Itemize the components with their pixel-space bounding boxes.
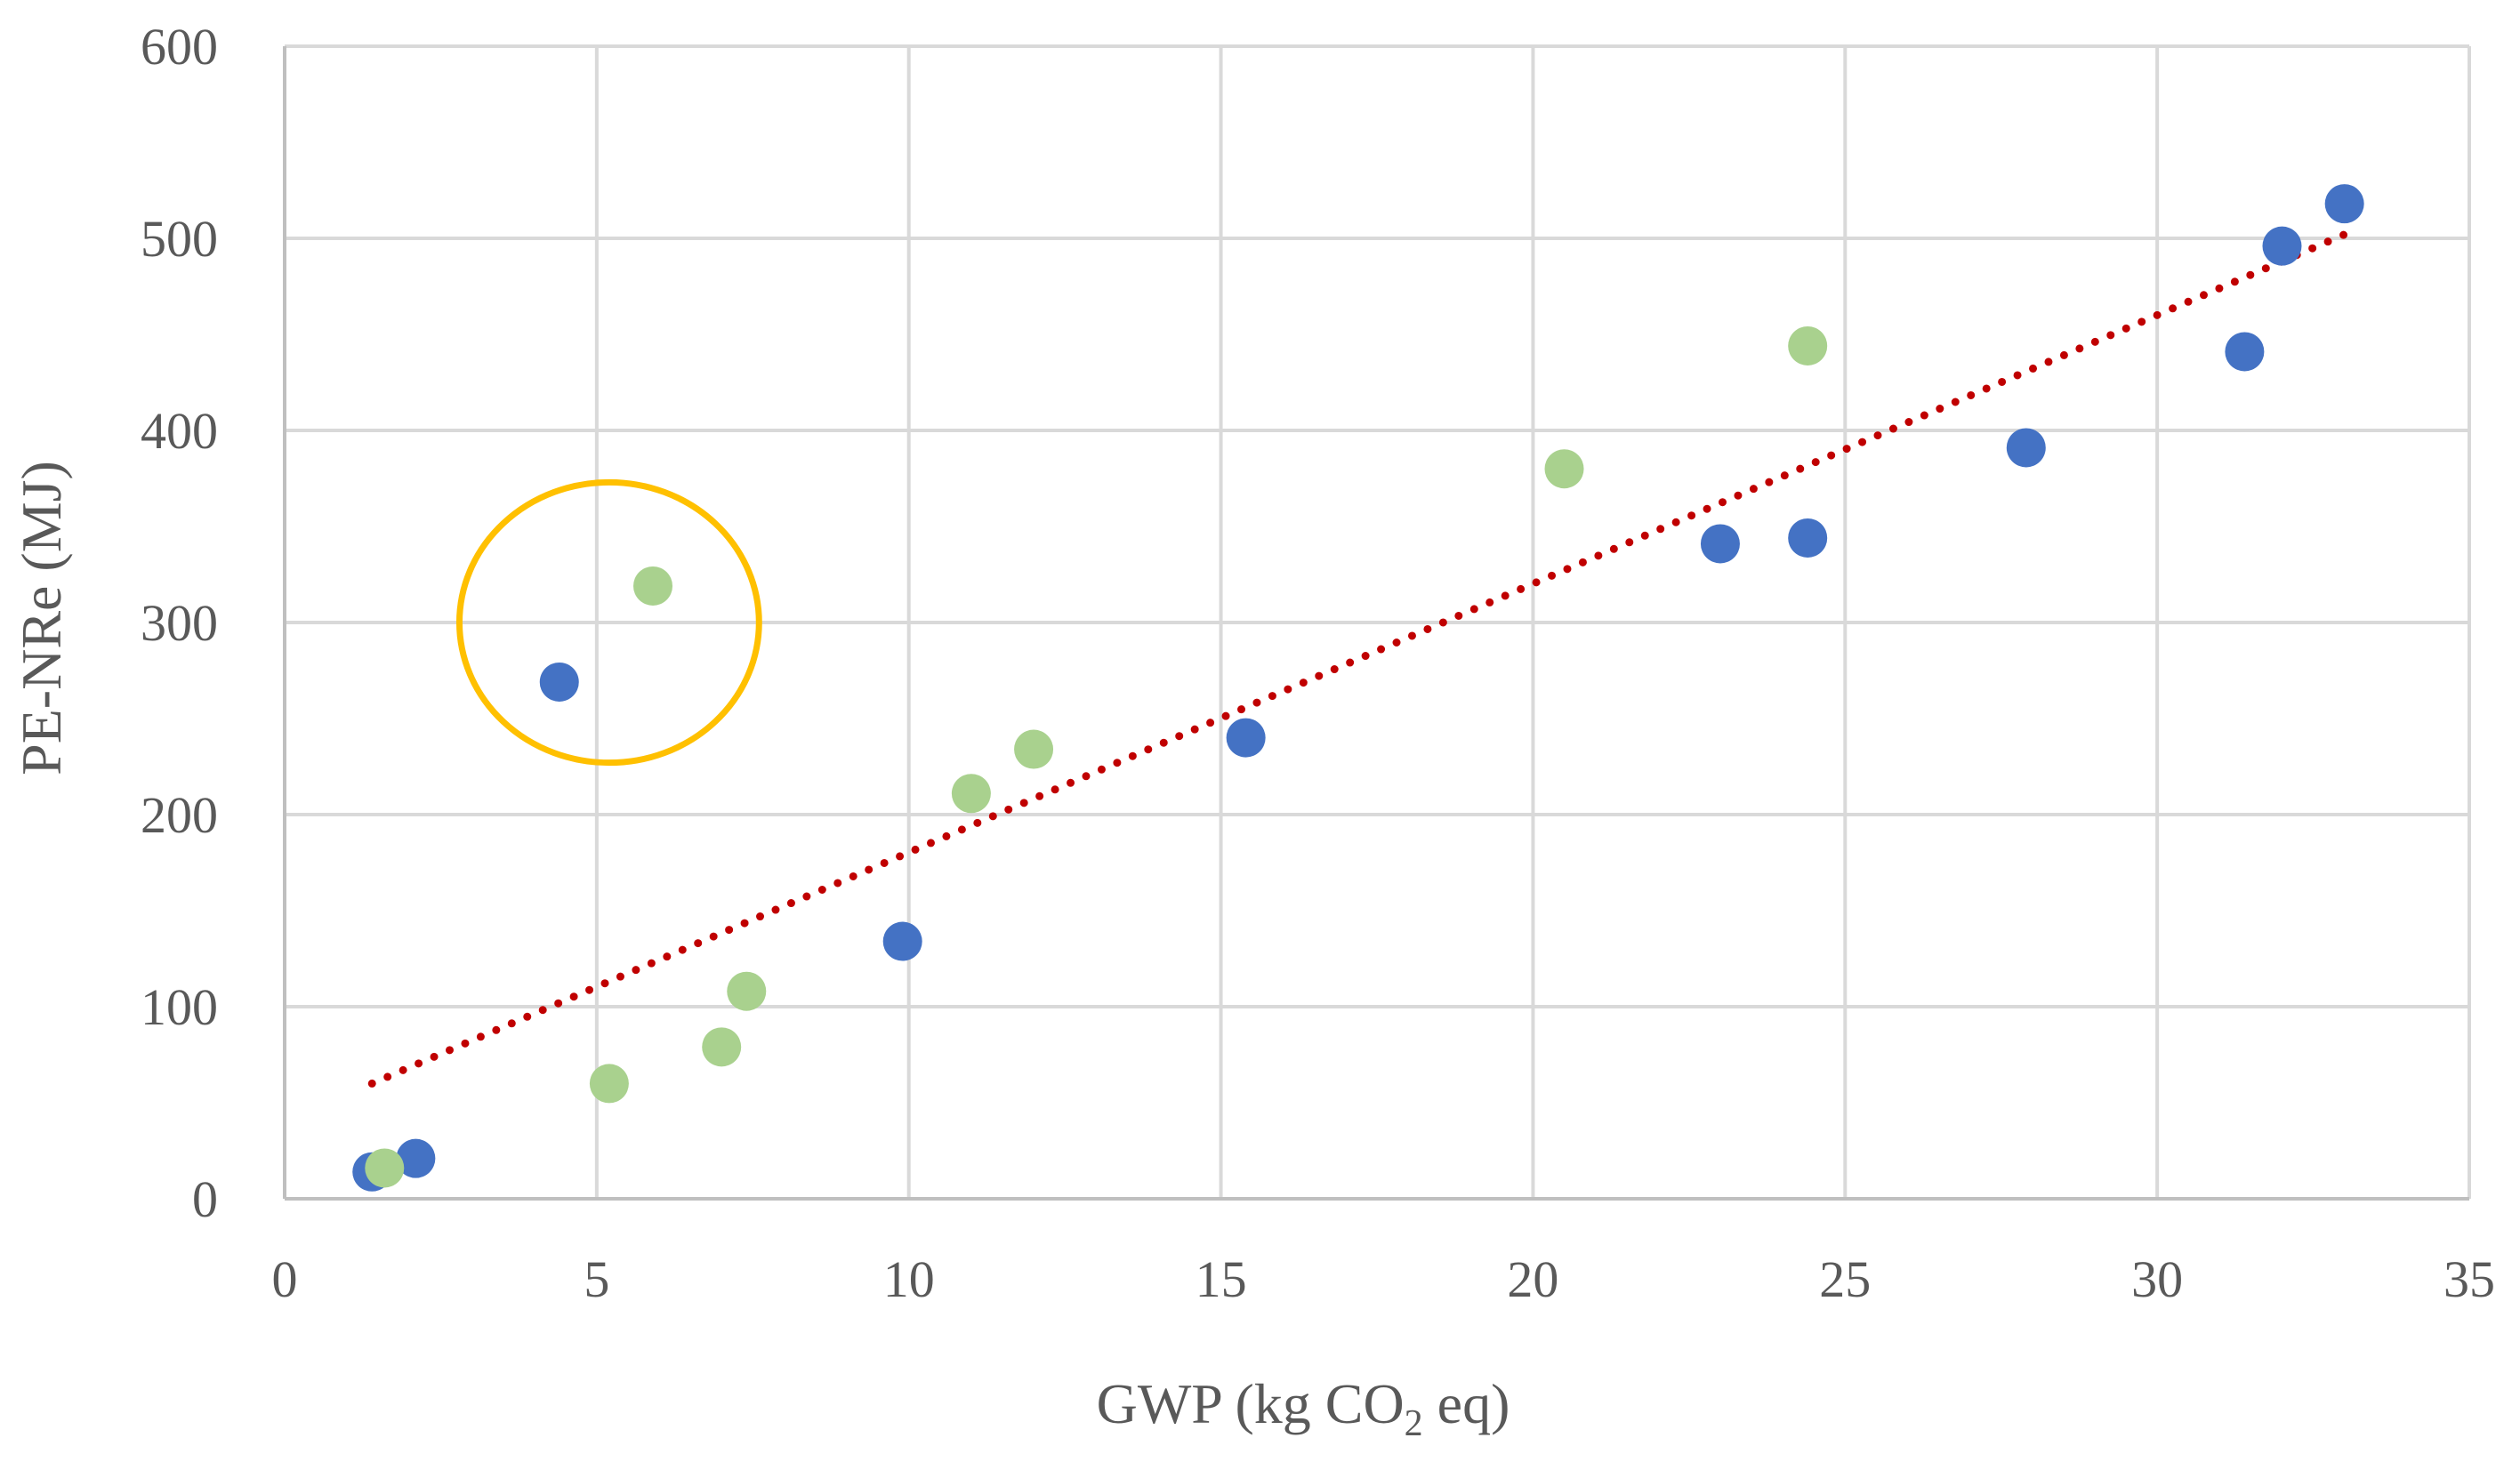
- data-point-blue: [2006, 428, 2046, 468]
- data-point-green: [951, 774, 991, 814]
- y-axis-title: PE-NRe (MJ): [10, 461, 73, 775]
- data-point-green: [727, 971, 767, 1011]
- data-point-green: [365, 1148, 405, 1188]
- data-point-green: [589, 1064, 629, 1104]
- x-axis-title-suffix: eq): [1423, 1372, 1510, 1435]
- x-tick-label: 0: [272, 1250, 298, 1308]
- trendline-group: [367, 230, 2349, 1088]
- x-tick-label: 30: [2131, 1250, 2183, 1308]
- data-point-blue: [1788, 518, 1828, 558]
- x-tick-label: 20: [1507, 1250, 1558, 1308]
- y-tick-label: 600: [141, 18, 218, 76]
- y-tick-label: 100: [141, 978, 218, 1036]
- data-point-blue: [2324, 184, 2364, 224]
- data-point-blue: [539, 662, 579, 702]
- y-tick-label: 500: [141, 210, 218, 268]
- data-point-blue: [1226, 718, 1266, 758]
- data-point-green: [702, 1027, 742, 1067]
- annotations: [455, 478, 762, 767]
- data-point-blue: [882, 921, 922, 961]
- x-tick-label: 10: [883, 1250, 935, 1308]
- y-tick-label: 200: [141, 786, 218, 844]
- x-tick-label: 35: [2444, 1250, 2495, 1308]
- x-axis-title: GWP (kg CO2 eq): [1097, 1372, 1510, 1444]
- data-point-green: [1014, 729, 1054, 769]
- y-tick-label: 300: [141, 594, 218, 652]
- x-axis-title-prefix: GWP (kg CO: [1097, 1372, 1405, 1435]
- x-tick-label: 25: [1819, 1250, 1871, 1308]
- trendline: [367, 230, 2349, 1088]
- data-point-blue: [2262, 226, 2302, 266]
- x-axis-title-subscript: 2: [1405, 1403, 1423, 1444]
- data-point-blue: [396, 1138, 436, 1178]
- data-point-green: [1544, 449, 1584, 489]
- highlight-ellipse: [455, 478, 762, 767]
- y-tick-label: 0: [192, 1170, 218, 1228]
- x-tick-label: 5: [584, 1250, 609, 1308]
- x-tick-labels: 0 5 10 15 20 25 30 35: [272, 1250, 2496, 1308]
- grid: [285, 44, 2471, 1199]
- data-points: [352, 184, 2364, 1192]
- data-point-green: [633, 566, 673, 606]
- y-tick-labels: 0 100 200 300 400 500 600: [141, 18, 218, 1228]
- data-point-green: [1788, 325, 1828, 365]
- data-point-blue: [1700, 524, 1740, 564]
- y-tick-label: 400: [141, 402, 218, 460]
- axes: [283, 46, 2469, 1201]
- x-tick-label: 15: [1196, 1250, 1247, 1308]
- data-point-blue: [2225, 332, 2265, 372]
